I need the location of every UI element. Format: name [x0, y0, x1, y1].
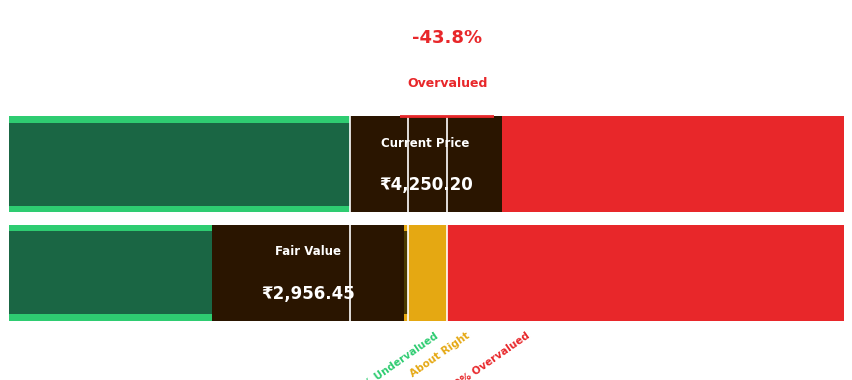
Bar — [349, 225, 407, 321]
Bar — [349, 206, 407, 212]
Bar — [349, 225, 407, 231]
Text: Overvalued: Overvalued — [406, 77, 487, 90]
Text: ₹2,956.45: ₹2,956.45 — [261, 285, 354, 303]
Bar — [211, 225, 404, 321]
Bar — [9, 206, 349, 212]
Bar — [349, 116, 407, 123]
Bar — [349, 314, 407, 321]
Bar — [446, 116, 843, 212]
Bar — [9, 314, 349, 321]
Text: 20% Overvalued: 20% Overvalued — [446, 331, 531, 380]
Bar — [446, 225, 843, 321]
Text: -43.8%: -43.8% — [412, 29, 482, 47]
Text: Fair Value: Fair Value — [274, 245, 341, 258]
Bar — [407, 116, 446, 212]
Text: Current Price: Current Price — [381, 137, 469, 150]
Bar — [349, 116, 407, 212]
Text: About Right: About Right — [407, 331, 471, 379]
Bar — [9, 225, 349, 321]
Text: 20% Undervalued: 20% Undervalued — [349, 331, 440, 380]
Bar — [349, 116, 501, 212]
Bar — [9, 212, 843, 225]
Bar — [9, 116, 349, 123]
Bar — [9, 225, 349, 231]
Bar — [407, 225, 446, 321]
Bar — [9, 116, 349, 212]
Text: ₹4,250.20: ₹4,250.20 — [378, 176, 472, 194]
